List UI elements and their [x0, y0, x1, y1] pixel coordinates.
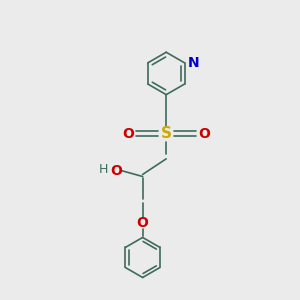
Text: O: O	[122, 127, 134, 141]
Text: O: O	[199, 127, 210, 141]
Text: O: O	[110, 164, 122, 178]
Text: N: N	[188, 56, 200, 70]
Text: H: H	[99, 163, 109, 176]
Text: S: S	[161, 126, 172, 141]
Text: O: O	[137, 216, 148, 230]
